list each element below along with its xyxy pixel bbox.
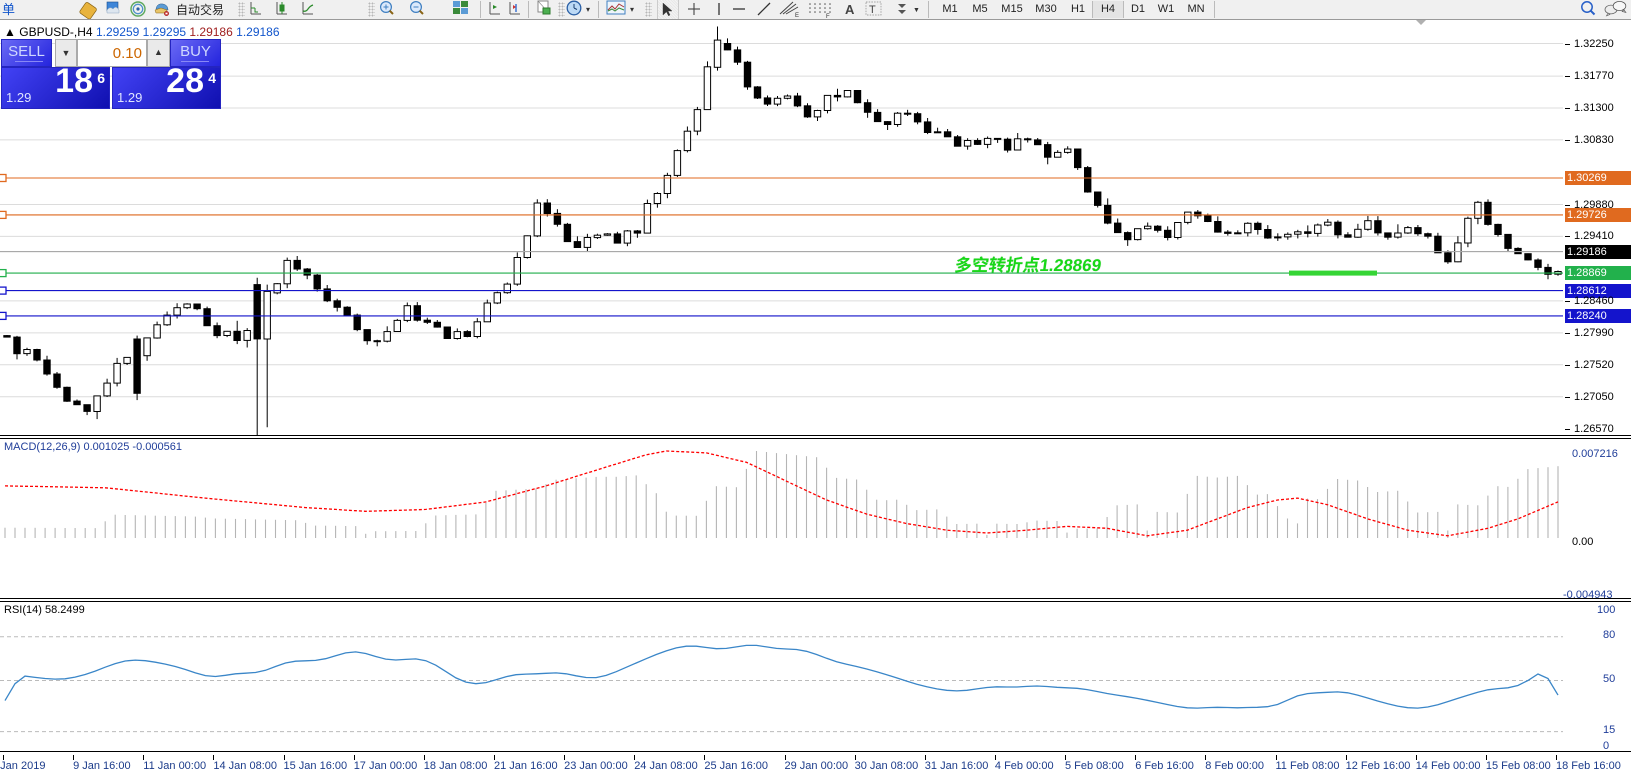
svg-text:▼: ▼ bbox=[913, 7, 920, 14]
svg-text:F: F bbox=[826, 14, 830, 19]
svg-text:T: T bbox=[869, 4, 876, 16]
svg-text:E: E bbox=[795, 13, 799, 19]
svg-text:A: A bbox=[845, 2, 855, 17]
